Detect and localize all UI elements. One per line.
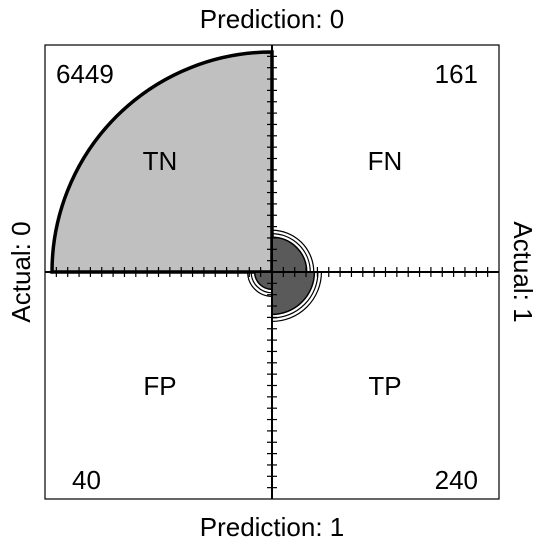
fp-cell-label: FP	[143, 371, 176, 401]
prediction-1-label: Prediction: 1	[200, 512, 345, 542]
actual-0-label: Actual: 0	[6, 221, 36, 322]
fp-confidence-ring-1	[250, 271, 273, 294]
tn-count: 6449	[56, 59, 114, 89]
tp-confidence-ring-2	[271, 271, 323, 323]
actual-1-label: Actual: 1	[508, 221, 538, 322]
fp-count: 40	[72, 465, 101, 495]
tp-confidence-ring-1	[271, 271, 319, 319]
fn-confidence-ring-1	[271, 233, 311, 273]
tp-sector	[271, 271, 316, 316]
tp-count: 240	[435, 465, 478, 495]
ticks-layer	[55, 55, 489, 489]
fn-count: 161	[435, 59, 478, 89]
fn-confidence-ring-2	[271, 229, 315, 273]
fp-confidence-ring-2	[247, 271, 273, 297]
fn-cell-label: FN	[368, 146, 403, 176]
tn-sector	[50, 50, 274, 274]
prediction-0-label: Prediction: 0	[200, 4, 345, 34]
tn-cell-label: TN	[143, 146, 178, 176]
axes-layer	[45, 45, 499, 499]
tp-cell-label: TP	[368, 371, 401, 401]
